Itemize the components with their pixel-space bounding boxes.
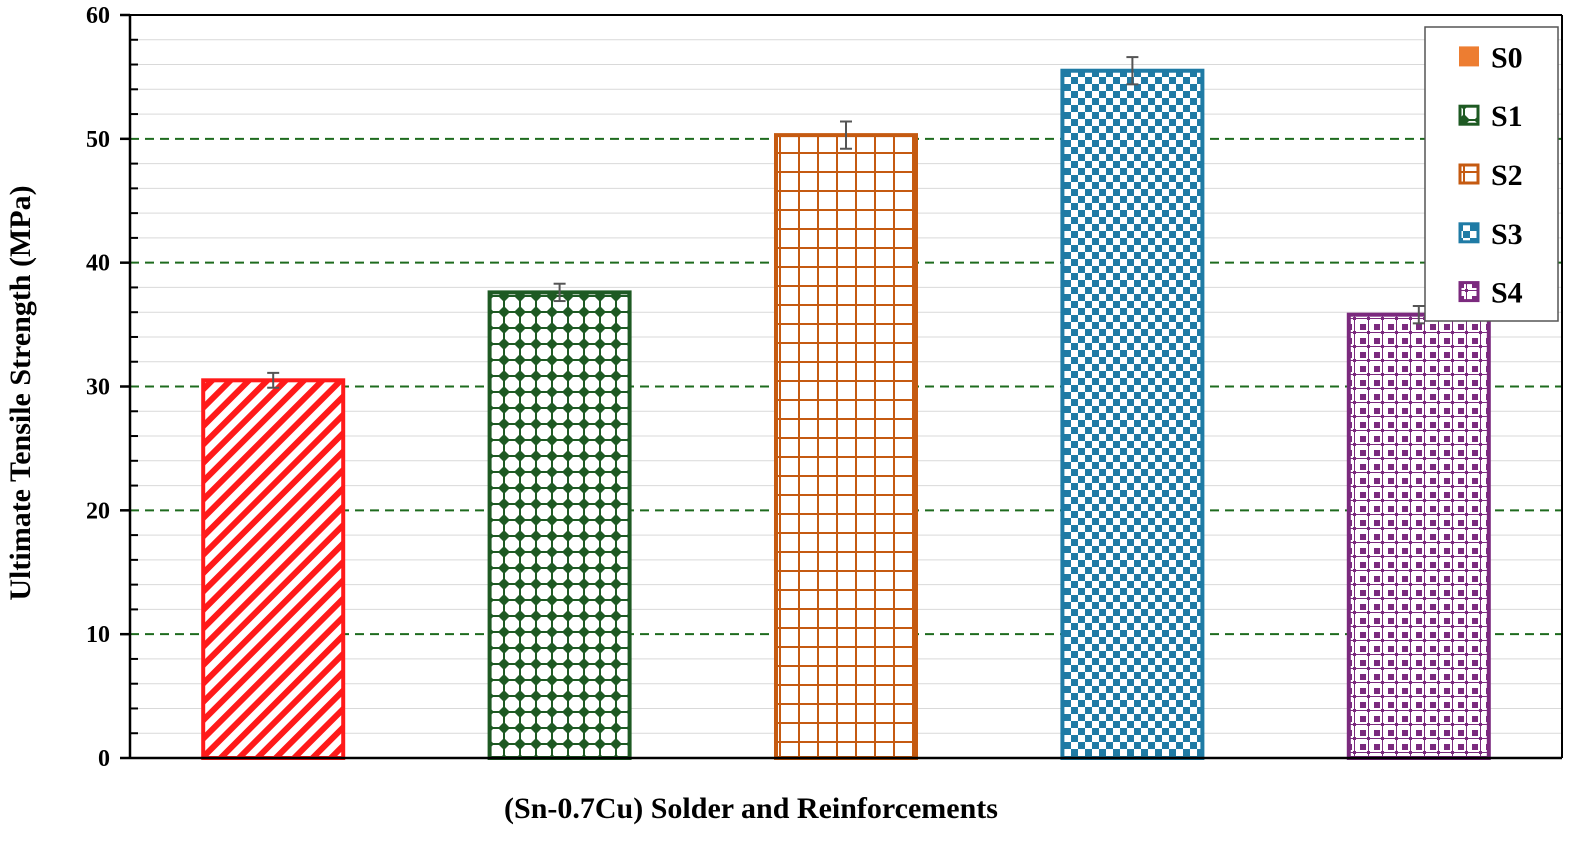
y-tick-label: 0 [98, 746, 110, 772]
legend-item-s1: S1 [1458, 100, 1523, 133]
error-bar-s3 [1126, 56, 1139, 86]
bar-s3 [1060, 68, 1205, 761]
legend-swatch [1459, 46, 1479, 67]
bar-s1 [487, 290, 632, 760]
legend-item-s0: S0 [1459, 41, 1523, 74]
y-axis-title: Ultimate Tensile Strength (MPa) [4, 185, 37, 600]
y-tick-label: 50 [86, 127, 110, 153]
legend-label: S2 [1491, 159, 1523, 192]
legend-box [1424, 26, 1559, 322]
legend: S0 S1 S2 S3 S4 [1424, 26, 1559, 322]
legend-item-s4: S4 [1458, 277, 1523, 310]
x-axis-title: (Sn-0.7Cu) Solder and Reinforcements [504, 792, 998, 825]
legend-label: S1 [1491, 100, 1523, 133]
error-bar-s2 [840, 120, 852, 150]
legend-swatch [1458, 281, 1480, 303]
legend-item-s3: S3 [1458, 218, 1523, 251]
bars [201, 56, 1491, 761]
y-tick-label: 60 [86, 3, 110, 29]
legend-label: S4 [1491, 277, 1523, 310]
y-tick-label: 30 [86, 375, 110, 401]
legend-swatch [1458, 104, 1480, 126]
y-tick-label: 40 [86, 251, 110, 277]
y-tick-label: 10 [86, 622, 110, 648]
y-tick-label: 20 [86, 498, 110, 524]
error-bar-s0 [267, 371, 280, 389]
legend-label: S3 [1491, 218, 1523, 251]
error-bar-s4 [1412, 305, 1425, 325]
axes: 0 10 20 30 40 50 60 [86, 3, 1563, 772]
legend-item-s2: S2 [1458, 159, 1523, 192]
legend-label: S0 [1491, 41, 1523, 74]
legend-swatch [1458, 222, 1480, 244]
bar-s0 [201, 378, 346, 760]
error-bar-s1 [553, 282, 566, 303]
bar-s4 [1346, 312, 1491, 760]
bar-s2 [774, 133, 918, 760]
legend-swatch [1458, 163, 1480, 185]
